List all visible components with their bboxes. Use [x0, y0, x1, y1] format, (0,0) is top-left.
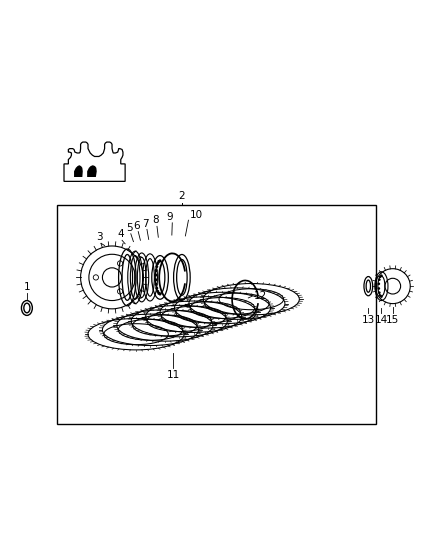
Circle shape	[378, 282, 380, 285]
Circle shape	[378, 292, 381, 294]
Text: 15: 15	[386, 314, 399, 325]
Bar	[57, 205, 376, 424]
Circle shape	[159, 293, 162, 295]
Text: 8: 8	[152, 215, 159, 225]
Circle shape	[378, 287, 380, 290]
Text: 7: 7	[142, 219, 148, 229]
Text: 9: 9	[167, 212, 173, 222]
Circle shape	[378, 278, 381, 281]
Circle shape	[154, 278, 157, 281]
Circle shape	[155, 265, 158, 268]
Circle shape	[157, 260, 160, 263]
Polygon shape	[87, 165, 97, 177]
Text: 3: 3	[96, 232, 102, 243]
Text: 5: 5	[126, 223, 132, 233]
Circle shape	[380, 274, 383, 277]
Text: 11: 11	[166, 370, 180, 380]
Circle shape	[155, 287, 158, 290]
Circle shape	[157, 292, 160, 295]
Text: 13: 13	[362, 314, 375, 325]
Text: 12: 12	[254, 291, 267, 301]
Circle shape	[154, 273, 157, 277]
Text: 2: 2	[179, 191, 185, 201]
Text: 10: 10	[190, 210, 203, 220]
Text: 14: 14	[375, 314, 388, 325]
Polygon shape	[74, 165, 83, 177]
Text: 6: 6	[133, 221, 140, 231]
Circle shape	[379, 294, 381, 297]
Circle shape	[156, 290, 159, 293]
Text: 4: 4	[117, 229, 124, 239]
Text: 1: 1	[24, 282, 30, 292]
Circle shape	[380, 295, 383, 298]
Circle shape	[156, 262, 159, 265]
Circle shape	[155, 269, 158, 272]
Circle shape	[379, 276, 381, 278]
Circle shape	[155, 283, 158, 286]
Circle shape	[159, 259, 162, 262]
